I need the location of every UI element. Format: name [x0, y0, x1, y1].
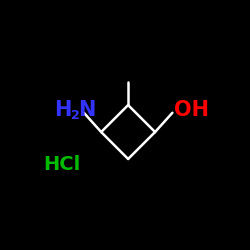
- Text: OH: OH: [174, 100, 209, 120]
- Text: 2: 2: [71, 109, 80, 122]
- Text: N: N: [78, 100, 96, 120]
- Text: HCl: HCl: [44, 155, 81, 174]
- Text: H: H: [54, 100, 71, 120]
